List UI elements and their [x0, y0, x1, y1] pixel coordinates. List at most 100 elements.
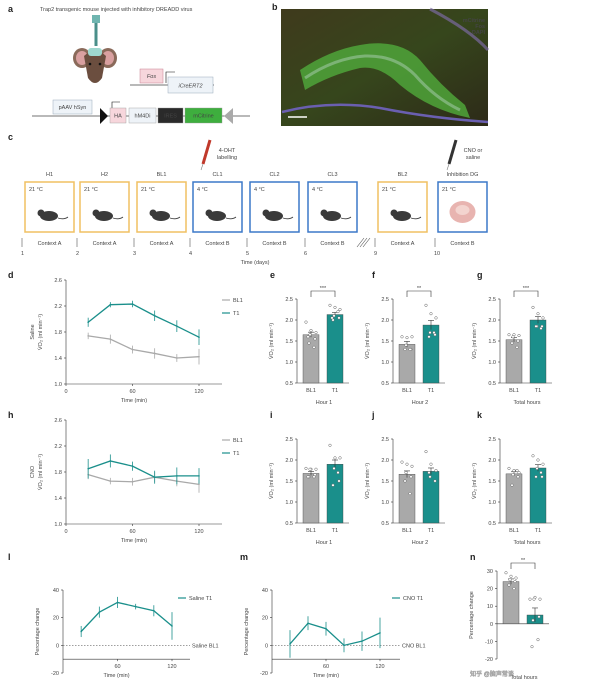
- chart-panel-e: 0.5 1.0 1.5 2.0 2.5 V̇O₂ (ml min⁻¹) BL1 T1 Hour …: [268, 286, 349, 406]
- y-tick-label: 2.6: [54, 418, 62, 424]
- individual-data-point: [336, 310, 340, 314]
- series-line-cno-t1: [289, 622, 381, 647]
- ha-box: [109, 107, 127, 124]
- x-category-label: BL1: [306, 388, 316, 394]
- individual-data-point: [530, 645, 534, 649]
- chart-panel-n: -20 -10 0 10 20 30 Percentage change Total hour…: [469, 558, 549, 681]
- individual-data-point: [306, 335, 310, 339]
- data-point: [289, 643, 291, 645]
- bar-bl1: [398, 344, 416, 384]
- y-tick-label: 1.5: [381, 339, 389, 345]
- x-axis-label: Time (min): [121, 538, 147, 544]
- session-temperature: 21 °C: [29, 187, 43, 193]
- session-context: Context A: [93, 241, 117, 247]
- day-number: 1: [21, 251, 24, 257]
- y-tick-label: 1.0: [381, 500, 389, 506]
- individual-data-point: [308, 333, 312, 337]
- session-box: [24, 181, 75, 233]
- y-tick-label: 20: [262, 616, 268, 622]
- day-number: 4: [189, 251, 192, 257]
- data-point: [131, 480, 134, 483]
- individual-data-point: [328, 443, 332, 447]
- individual-data-point: [534, 324, 538, 328]
- session-context: Context B: [205, 241, 229, 247]
- panel-label-g: g: [477, 270, 483, 280]
- x-category-label: T1: [428, 528, 434, 534]
- y-tick-label: 1.5: [381, 479, 389, 485]
- session-context: Context B: [320, 241, 344, 247]
- individual-data-point: [304, 466, 308, 470]
- individual-data-point: [332, 314, 336, 318]
- bar-bl1: [505, 473, 523, 524]
- series-line-bl1: [87, 473, 200, 485]
- data-point: [198, 483, 200, 486]
- micrograph-legend-fos: Fos: [475, 24, 485, 30]
- individual-data-point: [403, 347, 407, 351]
- axis-break-icon: [356, 237, 371, 248]
- session-box: [249, 181, 300, 233]
- bar-t1: [529, 467, 547, 524]
- individual-data-point: [539, 471, 543, 475]
- individual-data-point: [532, 597, 536, 601]
- y-tick-label: -20: [260, 671, 268, 677]
- y-tick-label: 10: [487, 604, 493, 610]
- individual-data-point: [528, 597, 532, 601]
- y-tick-label: 2.0: [285, 458, 293, 464]
- legend-label: T1: [233, 451, 239, 457]
- x-tick-label: 60: [129, 389, 135, 395]
- y-tick-label: 1.5: [488, 479, 496, 485]
- loxp-triangle-icon: [100, 108, 108, 124]
- individual-data-point: [429, 312, 433, 316]
- individual-data-point: [433, 479, 437, 483]
- data-point: [80, 630, 82, 633]
- session-temperature: 4 °C: [197, 187, 208, 193]
- session-title: BL2: [398, 172, 408, 178]
- syringe-icon: [201, 139, 212, 165]
- y-tick-label: 0: [265, 643, 268, 649]
- individual-data-point: [408, 347, 412, 351]
- day-number: 6: [304, 251, 307, 257]
- data-point: [343, 644, 345, 647]
- data-point: [153, 476, 156, 479]
- individual-data-point: [312, 345, 316, 349]
- y-tick-label: 2.0: [381, 318, 389, 324]
- chart-panel-i: 0.5 1.0 1.5 2.0 2.5 V̇O₂ (ml min⁻¹) BL1 T1 Hour …: [268, 437, 349, 546]
- session-bl2: BL2 21 °C Context A 9: [374, 172, 428, 257]
- session-temperature: 21 °C: [84, 187, 98, 193]
- injection-label: saline: [466, 155, 480, 161]
- data-point: [109, 303, 112, 306]
- y-tick-label: 40: [262, 588, 268, 594]
- individual-data-point: [540, 475, 544, 479]
- chart-panel-d: 1.0 1.4 1.8 2.2 2.6 V̇O₂ (ml min⁻¹)Saline 0 60 1…: [30, 278, 243, 404]
- session-context: Context B: [262, 241, 286, 247]
- individual-data-point: [516, 475, 520, 479]
- individual-data-point: [410, 464, 414, 468]
- row-label: Saline: [30, 324, 36, 339]
- session-title: Inhibition DG: [447, 172, 479, 178]
- significance-stars: ***: [320, 286, 327, 292]
- x-tick-label: 60: [129, 529, 135, 535]
- individual-data-point: [504, 571, 508, 575]
- significance-stars: **: [521, 558, 526, 564]
- individual-data-point: [507, 466, 511, 470]
- panel-label-l: l: [8, 552, 11, 562]
- data-point: [325, 627, 327, 630]
- legend-label: BL1: [233, 298, 243, 304]
- session-bl1: BL1 21 °C Context A 3: [133, 172, 187, 257]
- y-tick-label: 0: [56, 643, 59, 649]
- y-tick-label: 1.4: [54, 356, 62, 362]
- panel-label-j: j: [371, 410, 375, 420]
- y-axis-label: V̇O₂ (ml min⁻¹): [268, 323, 275, 359]
- y-axis-label: Percentage change: [469, 591, 475, 639]
- y-axis-label: V̇O₂ (ml min⁻¹): [37, 454, 44, 490]
- chart-panel-l: -20 0 20 40 Percentage change 60 120 Time (min)…: [35, 588, 219, 679]
- panel-label-n: n: [470, 552, 476, 562]
- chart-panel-k: 0.5 1.0 1.5 2.0 2.5 V̇O₂ (ml min⁻¹) BL1 T1 Total…: [471, 437, 552, 546]
- session-cl3: CL3 4 °C Context B 6: [304, 172, 358, 257]
- legend-label: CNO T1: [403, 596, 423, 602]
- y-axis-label: V̇O₂ (ml min⁻¹): [471, 463, 478, 499]
- individual-data-point: [512, 468, 516, 473]
- individual-data-point: [508, 578, 512, 582]
- y-tick-label: 2.0: [285, 318, 293, 324]
- session-box: [307, 181, 358, 233]
